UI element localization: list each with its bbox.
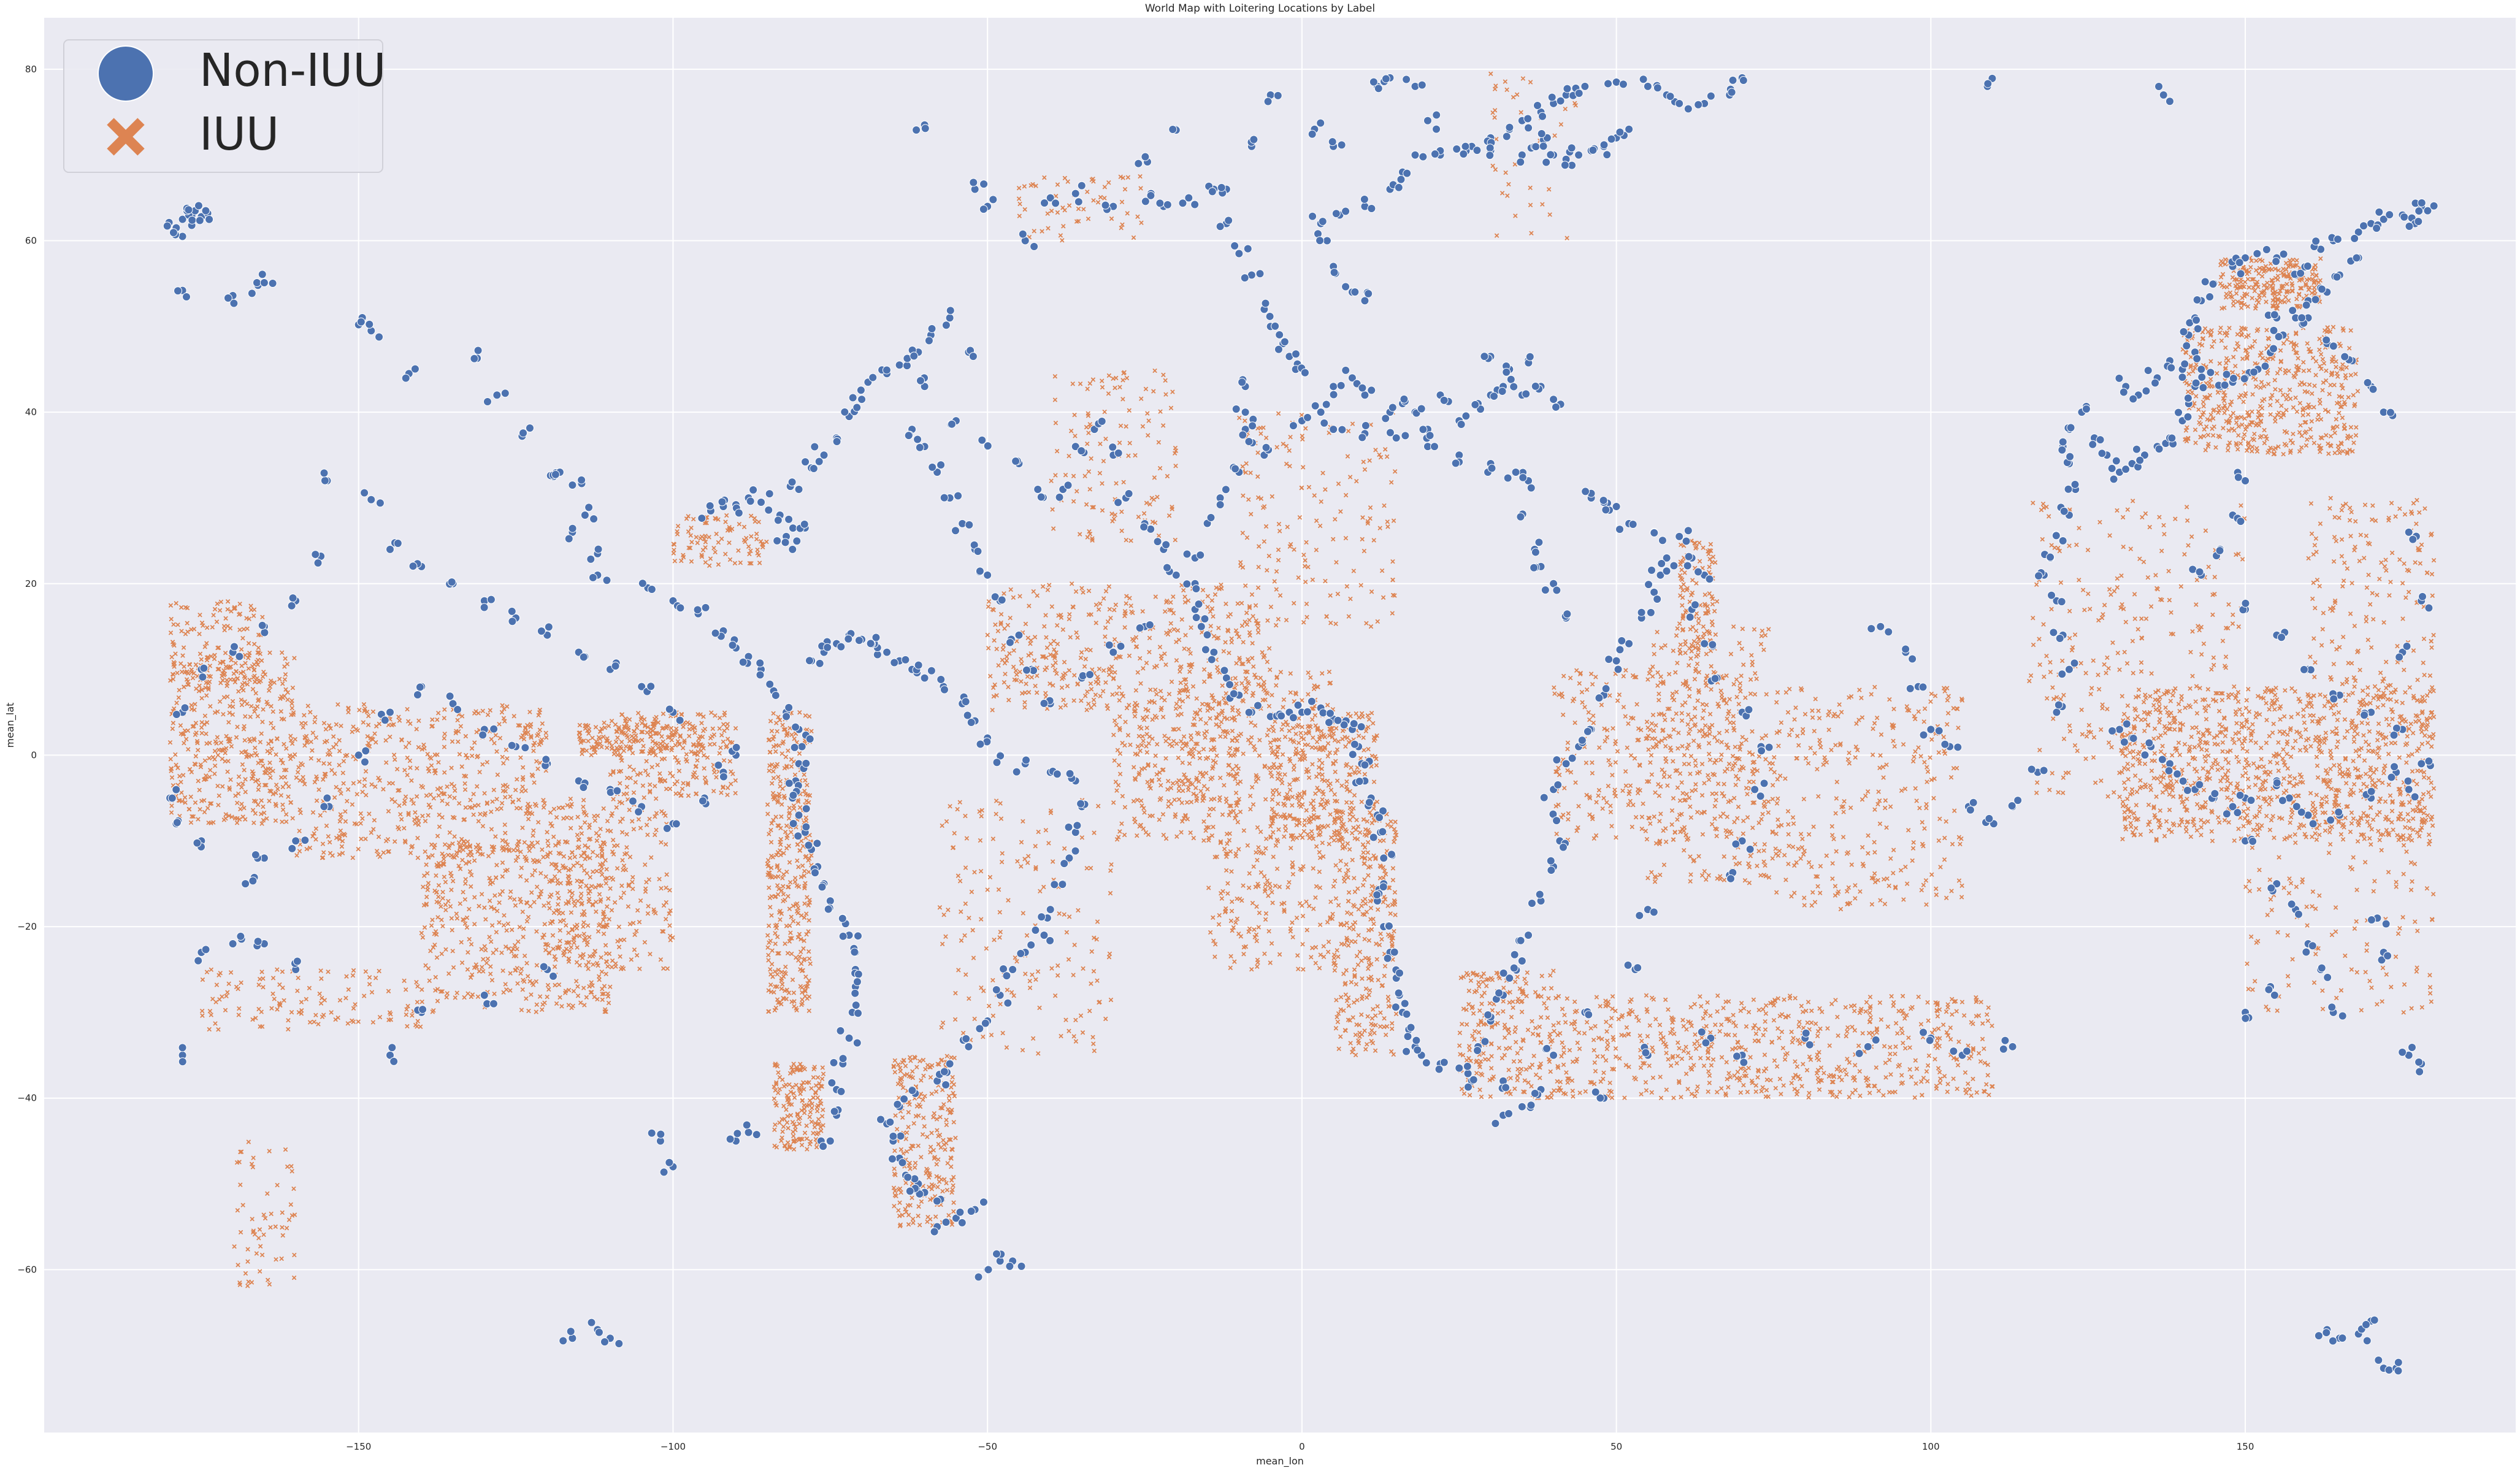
x-tick-label: −100 <box>661 1441 686 1452</box>
y-tick-label: −60 <box>17 1264 37 1275</box>
y-axis-label: mean_lat <box>4 703 17 748</box>
y-tick-label: 0 <box>31 749 37 760</box>
x-tick-label: 100 <box>1922 1441 1940 1452</box>
plot-area <box>44 18 2516 1433</box>
x-tick-label: −50 <box>978 1441 997 1452</box>
y-tick-label: 80 <box>25 64 37 75</box>
x-axis-label: mean_lon <box>1256 1455 1304 1467</box>
y-tick-label: 60 <box>25 235 37 247</box>
y-tick-label: 20 <box>25 578 37 589</box>
y-tick-label: 40 <box>25 407 37 418</box>
x-tick-label: −150 <box>346 1441 371 1452</box>
chart-title: World Map with Loitering Locations by La… <box>0 2 2520 15</box>
y-tick-label: −20 <box>17 921 37 932</box>
y-tick-label: −40 <box>17 1093 37 1104</box>
x-tick-label: 150 <box>2237 1441 2254 1452</box>
x-tick-label: 50 <box>1610 1441 1622 1452</box>
x-tick-label: 0 <box>1299 1441 1305 1452</box>
